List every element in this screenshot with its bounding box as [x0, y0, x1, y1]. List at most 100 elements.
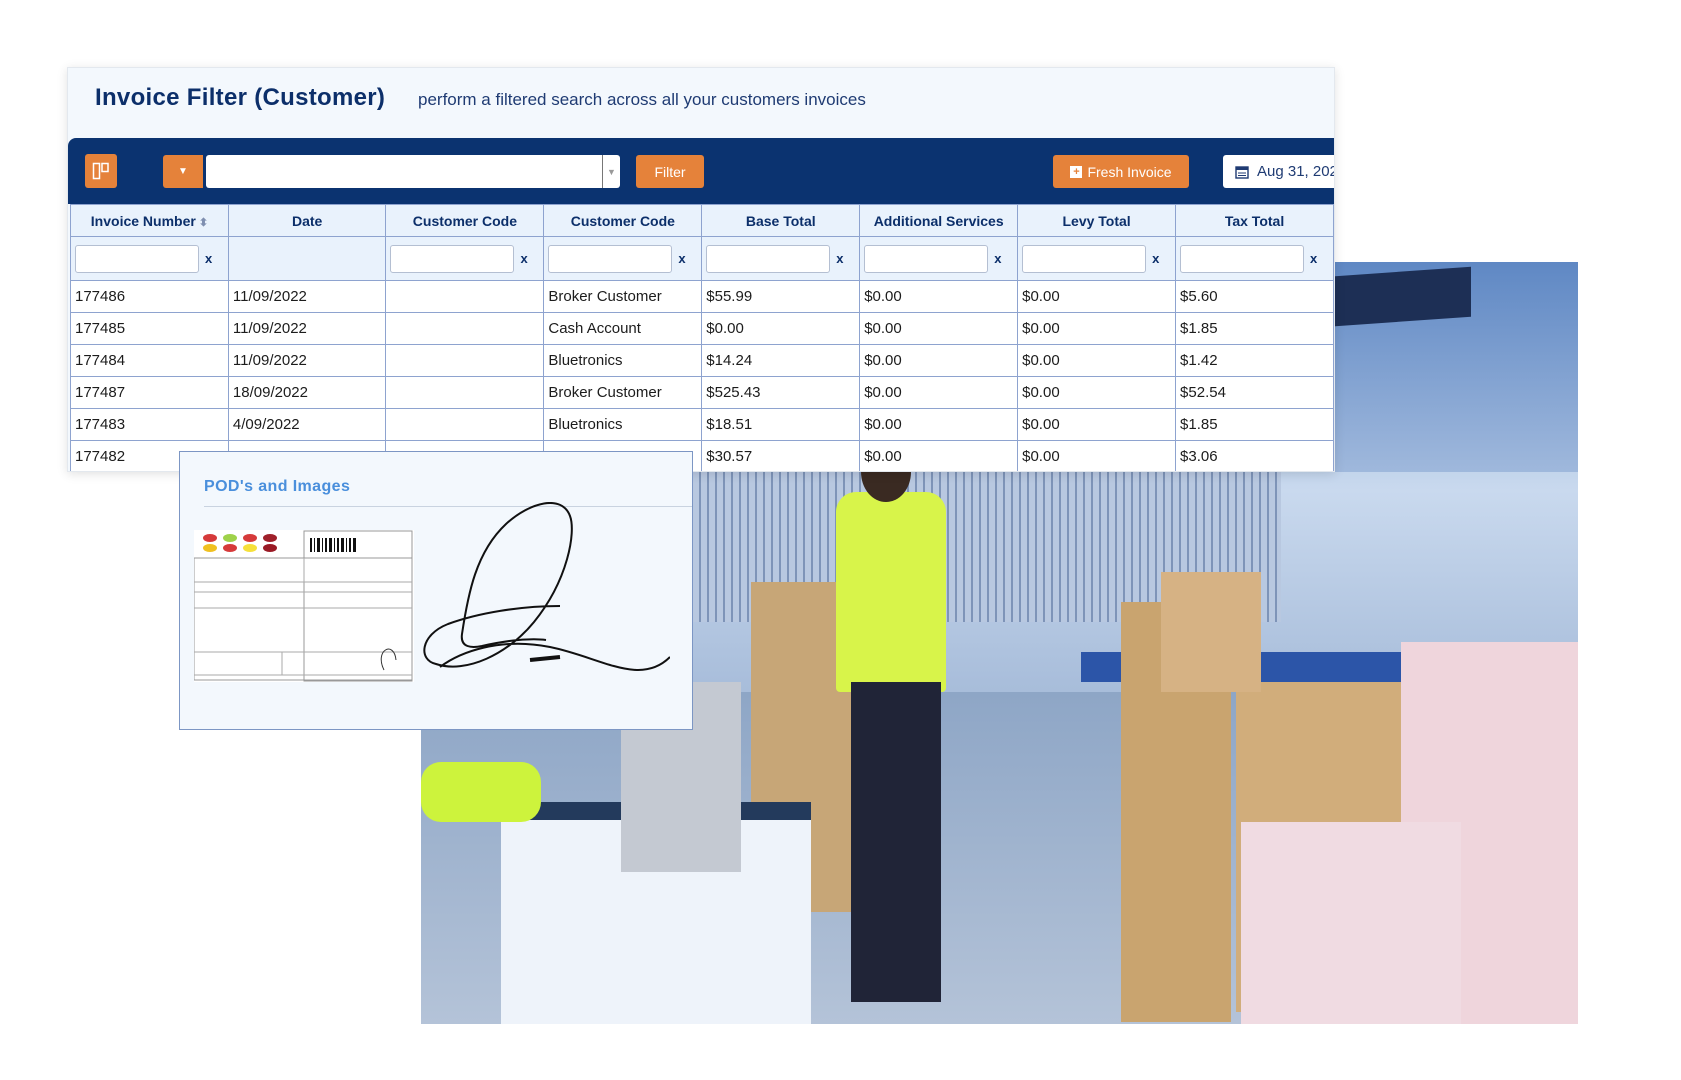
page-subtitle: perform a filtered search across all you… — [418, 90, 866, 109]
column-header[interactable]: Customer Code — [385, 204, 545, 237]
table-cell — [385, 408, 545, 441]
column-header[interactable]: Invoice Number ⬍ — [70, 204, 229, 237]
table-cell: $0.00 — [1017, 408, 1177, 441]
pods-and-images-panel: POD's and Images — [179, 451, 693, 730]
clear-filter-button[interactable]: x — [678, 251, 686, 266]
warehouse-photo — [421, 262, 1578, 1024]
column-filter-input[interactable] — [864, 244, 989, 273]
table-cell: $0.00 — [859, 440, 1019, 471]
table-cell: $0.00 — [859, 280, 1019, 313]
column-filter-input[interactable] — [75, 244, 199, 273]
filter-cell: x — [1017, 236, 1177, 281]
table-cell: $14.24 — [701, 344, 861, 377]
table-cell: $1.85 — [1175, 408, 1334, 441]
table-cell: $0.00 — [859, 408, 1019, 441]
table-cell: 177486 — [70, 280, 229, 313]
table-cell — [385, 312, 545, 345]
column-header-label: Customer Code — [570, 212, 675, 229]
clear-filter-button[interactable]: x — [994, 251, 1002, 266]
clear-filter-button[interactable]: x — [1310, 251, 1318, 266]
table-cell: 177485 — [70, 312, 229, 345]
date-picker[interactable]: Aug 31, 202 — [1223, 155, 1335, 188]
table-cell: 11/09/2022 — [227, 280, 387, 313]
search-dropdown-arrow[interactable]: ▼ — [602, 155, 620, 188]
fresh-invoice-label: Fresh Invoice — [1087, 163, 1172, 180]
fresh-invoice-button[interactable]: + Fresh Invoice — [1053, 155, 1189, 188]
table-cell — [385, 344, 545, 377]
filter-cell: x — [385, 236, 545, 281]
table-cell: 177487 — [70, 376, 229, 409]
signature-image[interactable] — [410, 502, 670, 702]
column-header[interactable]: Base Total — [701, 204, 861, 237]
table-row[interactable]: 177485 11/09/2022 Cash Account $0.00 $0.00 $0… — [70, 312, 1334, 345]
table-cell: $3.06 — [1175, 440, 1334, 471]
column-header[interactable]: Levy Total — [1017, 204, 1177, 237]
column-filter-input[interactable] — [706, 244, 831, 273]
table-cell: 11/09/2022 — [227, 312, 387, 345]
table-cell: $0.00 — [859, 312, 1019, 345]
column-filter-input[interactable] — [1180, 244, 1305, 273]
clear-filter-button[interactable]: x — [205, 251, 213, 266]
table-row[interactable]: 177483 4/09/2022 Bluetronics $18.51 $0.00 $0.… — [70, 408, 1334, 441]
sort-icon[interactable]: ⬍ — [195, 216, 209, 229]
table-cell: $0.00 — [1017, 440, 1177, 471]
table-cell: $52.54 — [1175, 376, 1334, 409]
table-cell: 11/09/2022 — [227, 344, 387, 377]
filter-button[interactable]: Filter — [636, 155, 704, 188]
table-cell: Broker Customer — [543, 376, 703, 409]
table-cell: $1.42 — [1175, 344, 1334, 377]
table-cell: 177483 — [70, 408, 229, 441]
table-cell: $0.00 — [1017, 376, 1177, 409]
clear-filter-button[interactable]: x — [520, 251, 528, 266]
table-row[interactable]: 177487 18/09/2022 Broker Customer $525.43 $0… — [70, 376, 1334, 409]
search-input[interactable]: ▼ — [206, 155, 620, 188]
table-cell: $0.00 — [859, 376, 1019, 409]
column-header[interactable]: Date — [227, 204, 387, 237]
clear-filter-button[interactable]: x — [1152, 251, 1160, 266]
table-cell: Cash Account — [543, 312, 703, 345]
calendar-icon — [1235, 165, 1249, 179]
filter-cell: x — [1175, 236, 1334, 281]
column-header[interactable]: Customer Code — [543, 204, 703, 237]
column-header-label: Tax Total — [1224, 212, 1285, 229]
table-cell: $0.00 — [1017, 344, 1177, 377]
table-cell: Bluetronics — [543, 344, 703, 377]
table-cell: $0.00 — [1017, 312, 1177, 345]
column-header-label: Additional Services — [873, 212, 1004, 229]
column-header-label: Invoice Number — [90, 212, 196, 229]
columns-icon — [92, 162, 109, 180]
table-cell: 177484 — [70, 344, 229, 377]
column-header-label: Base Total — [745, 212, 816, 229]
date-value: Aug 31, 202 — [1257, 163, 1335, 180]
filter-cell: x — [701, 236, 861, 281]
table-cell: $0.00 — [859, 344, 1019, 377]
caret-down-icon: ▼ — [178, 166, 188, 177]
table-row[interactable]: 177484 11/09/2022 Bluetronics $14.24 $0.00 $0… — [70, 344, 1334, 377]
search-field-dropdown[interactable]: ▼ — [163, 155, 203, 188]
column-filter-input[interactable] — [548, 244, 673, 273]
column-header-label: Customer Code — [412, 212, 518, 229]
table-cell: $1.85 — [1175, 312, 1334, 345]
table-cell: $525.43 — [701, 376, 861, 409]
table-cell: Broker Customer — [543, 280, 703, 313]
column-filter-input[interactable] — [390, 244, 515, 273]
filter-cell: x — [543, 236, 703, 281]
columns-toggle-button[interactable] — [85, 154, 117, 188]
table-cell: $5.60 — [1175, 280, 1334, 313]
table-cell — [385, 376, 545, 409]
table-cell: $18.51 — [701, 408, 861, 441]
pod-divider — [204, 506, 692, 507]
pod-document-thumbnail[interactable] — [194, 530, 414, 682]
table-row[interactable]: 177486 11/09/2022 Broker Customer $55.99 $0.… — [70, 280, 1334, 313]
column-filter-input[interactable] — [1022, 244, 1147, 273]
column-header[interactable]: Tax Total — [1175, 204, 1334, 237]
table-cell: $0.00 — [1017, 280, 1177, 313]
table-cell: Bluetronics — [543, 408, 703, 441]
page-title: Invoice Filter (Customer) — [95, 84, 386, 111]
column-header-label: Levy Total — [1062, 212, 1131, 229]
filter-cell: x — [70, 236, 229, 281]
pod-title: POD's and Images — [204, 478, 351, 495]
clear-filter-button[interactable]: x — [836, 251, 844, 266]
column-header-label: Date — [292, 212, 323, 229]
column-header[interactable]: Additional Services — [859, 204, 1019, 237]
